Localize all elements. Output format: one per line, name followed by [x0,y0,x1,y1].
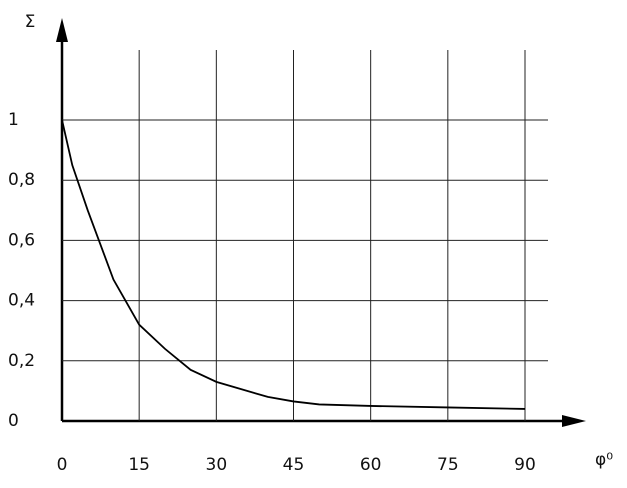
x-tick-label: 75 [437,455,459,475]
y-tick-label: 0 [8,411,19,431]
x-tick-label: 60 [360,455,382,475]
y-tick-label: 0,6 [8,230,35,250]
y-tick-label: 1 [8,110,19,130]
x-tick-label: 30 [206,455,228,475]
y-tick-label: 0,8 [8,170,35,190]
x-axis-arrow [562,415,586,427]
data-line [61,119,526,410]
y-tick-label: 0,2 [8,351,35,371]
x-tick-label: 0 [57,455,68,475]
y-axis-label: Σ [25,12,36,32]
x-axis-label: φ⁰ [595,450,613,470]
y-tick-label: 0,4 [8,291,35,311]
y-axis-arrow [56,18,68,42]
x-tick-label: 45 [283,455,305,475]
x-tick-label: 15 [128,455,150,475]
x-tick-label: 90 [514,455,536,475]
